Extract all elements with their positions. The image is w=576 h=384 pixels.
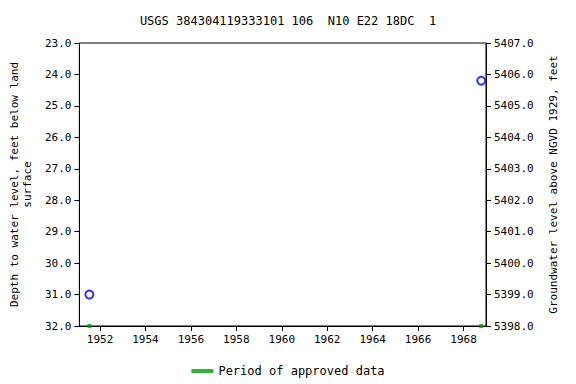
svg-text:Period of approved data: Period of approved data bbox=[218, 364, 384, 378]
svg-text:surface: surface bbox=[21, 161, 34, 207]
svg-text:1956: 1956 bbox=[178, 333, 205, 346]
svg-text:24.0: 24.0 bbox=[45, 68, 72, 81]
svg-text:5400.0: 5400.0 bbox=[494, 257, 534, 270]
svg-text:5405.0: 5405.0 bbox=[494, 99, 534, 112]
svg-text:1960: 1960 bbox=[269, 333, 296, 346]
svg-text:1966: 1966 bbox=[405, 333, 432, 346]
svg-text:23.0: 23.0 bbox=[45, 37, 72, 50]
svg-text:1952: 1952 bbox=[87, 333, 114, 346]
svg-text:1968: 1968 bbox=[450, 333, 477, 346]
svg-text:27.0: 27.0 bbox=[45, 162, 72, 175]
svg-text:30.0: 30.0 bbox=[45, 257, 72, 270]
svg-text:1958: 1958 bbox=[223, 333, 250, 346]
svg-text:5402.0: 5402.0 bbox=[494, 194, 534, 207]
svg-text:Depth to water level, feet bel: Depth to water level, feet below land bbox=[8, 62, 21, 307]
svg-text:5407.0: 5407.0 bbox=[494, 37, 534, 50]
svg-text:5403.0: 5403.0 bbox=[494, 162, 534, 175]
svg-text:5406.0: 5406.0 bbox=[494, 68, 534, 81]
svg-text:5404.0: 5404.0 bbox=[494, 131, 534, 144]
svg-text:32.0: 32.0 bbox=[45, 320, 72, 333]
svg-text:1954: 1954 bbox=[132, 333, 159, 346]
svg-text:1964: 1964 bbox=[359, 333, 386, 346]
svg-text:5399.0: 5399.0 bbox=[494, 288, 534, 301]
svg-text:1962: 1962 bbox=[314, 333, 341, 346]
svg-text:25.0: 25.0 bbox=[45, 99, 72, 112]
svg-text:26.0: 26.0 bbox=[45, 131, 72, 144]
svg-text:USGS 384304119333101 106 N10: USGS 384304119333101 106 N10 E22 18DC 1 bbox=[140, 14, 436, 28]
svg-text:28.0: 28.0 bbox=[45, 194, 72, 207]
svg-text:5398.0: 5398.0 bbox=[494, 320, 534, 333]
svg-text:31.0: 31.0 bbox=[45, 288, 72, 301]
svg-text:Groundwater level above NGVD 1: Groundwater level above NGVD 1929, feet bbox=[547, 55, 560, 313]
svg-text:5401.0: 5401.0 bbox=[494, 225, 534, 238]
svg-text:29.0: 29.0 bbox=[45, 225, 72, 238]
